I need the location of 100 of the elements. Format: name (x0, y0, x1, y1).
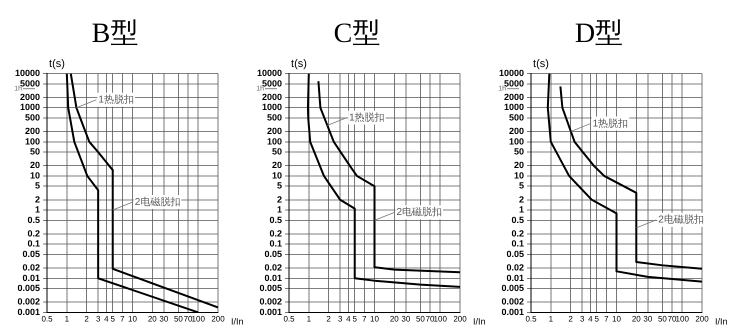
x-tick-label: 4 (104, 314, 110, 324)
x-tick-label: 50 (658, 314, 668, 324)
y-tick-label: 100 (508, 136, 524, 146)
x-tick-label: 200 (695, 314, 710, 324)
y-tick-label: 5000 (504, 78, 524, 88)
y-tick-label: 10 (272, 170, 282, 180)
y-tick-label: 0.002 (17, 296, 40, 307)
y-tick-label: 0.01 (264, 272, 282, 283)
y-tick-label: 0.005 (17, 283, 40, 294)
y-tick-label: 0.1 (512, 238, 524, 249)
y-tick-label: 0.001 (501, 306, 524, 317)
y-tick-label: 200 (508, 126, 524, 136)
y-tick-label: 0.05 (264, 248, 282, 259)
y-tick-label: 0.1 (28, 238, 40, 249)
y-axis-title: t(s) (291, 58, 307, 70)
y-tick-label: 0.5 (28, 214, 40, 225)
x-tick-label: 70 (184, 314, 194, 324)
y-tick-label: 2 (277, 194, 282, 204)
x-tick-label: 5 (110, 314, 116, 324)
x-tick-label: 3 (338, 314, 343, 324)
x-tick-label: 100 (192, 314, 206, 324)
chart-title: B型 (92, 18, 138, 50)
annotation: 2电磁脱扣 (658, 214, 704, 226)
x-tick-label: 4 (346, 314, 352, 324)
x-tick-label: 70 (668, 314, 678, 324)
x-tick-label: 30 (159, 314, 169, 324)
x-tick-label: 20 (632, 314, 642, 324)
x-axis-title: I/In (715, 316, 728, 326)
y-tick-label: 1000 (504, 102, 524, 112)
y-tick-label: 20 (30, 160, 40, 170)
y-tick-label: 50 (272, 146, 282, 157)
y-tick-label: 0.5 (512, 214, 524, 225)
x-tick-label: 0.5 (283, 314, 296, 324)
y-tick-label: 500 (24, 112, 40, 122)
y-tick-label: 20 (514, 160, 524, 170)
x-tick-label: 7 (120, 314, 126, 324)
x-tick-label: 10 (612, 314, 622, 324)
y-tick-label: 0.02 (506, 262, 524, 272)
x-tick-label: 50 (416, 314, 426, 324)
x-tick-label: 3 (96, 314, 101, 324)
x-tick-label: 3 (580, 314, 585, 324)
x-tick-label: 1 (64, 314, 70, 324)
y-tick-label: 1000 (20, 102, 40, 112)
y-tick-label: 100 (266, 136, 282, 146)
y-tick-label: 1 (519, 204, 524, 215)
y-tick-label: 0.1 (270, 238, 282, 249)
annotation: 2电磁脱扣 (396, 206, 442, 218)
y-tick-label: 2 (519, 194, 524, 204)
y-tick-label: 0.01 (22, 272, 40, 283)
y-tick-label: 0.2 (270, 228, 282, 238)
y-tick-label: 50 (514, 146, 524, 157)
y-tick-label: 0.02 (264, 262, 282, 272)
y-tick-label: 2000 (20, 92, 40, 102)
x-tick-label: 10 (128, 314, 138, 324)
x-tick-label: 50 (174, 314, 184, 324)
x-tick-label: 0.5 (525, 314, 538, 324)
y-tick-label: 0.05 (506, 248, 524, 259)
y-tick-label: 5 (277, 180, 282, 191)
y-tick-label: 0.05 (22, 248, 40, 259)
x-tick-label: 0.5 (41, 314, 54, 324)
y-tick-label: 0.02 (22, 262, 40, 272)
y-tick-label: 5 (519, 180, 524, 191)
annotation: 1热脱扣 (592, 117, 628, 130)
x-tick-label: 4 (588, 314, 594, 324)
x-tick-label: 100 (676, 314, 690, 324)
x-tick-label: 5 (352, 314, 358, 324)
y-tick-label: 0.005 (501, 283, 524, 294)
y-tick-label: 1000 (262, 102, 282, 112)
x-tick-label: 1 (548, 314, 554, 324)
y-tick-label: 1 (35, 204, 40, 215)
x-tick-label: 10 (370, 314, 380, 324)
x-tick-label: 5 (594, 314, 600, 324)
y-tick-label: 0.2 (28, 228, 40, 238)
x-axis-title: I/In (473, 316, 486, 326)
y-tick-label: 10 (514, 170, 524, 180)
x-tick-label: 70 (426, 314, 436, 324)
y-tick-label: 2 (35, 194, 40, 204)
y-tick-label: 10000 (256, 68, 282, 78)
y-tick-label: 10000 (498, 68, 524, 78)
x-tick-label: 200 (211, 314, 226, 324)
x-tick-label: 7 (604, 314, 610, 324)
y-tick-label: 200 (24, 126, 40, 136)
y-tick-label: 20 (272, 160, 282, 170)
y-tick-label: 0.01 (506, 272, 524, 283)
x-tick-label: 1 (306, 314, 312, 324)
annotation: 2电磁脱扣 (134, 196, 180, 208)
x-tick-label: 30 (643, 314, 653, 324)
y-tick-label: 200 (266, 126, 282, 136)
x-tick-label: 30 (401, 314, 411, 324)
annotation: 1热脱扣 (98, 93, 134, 106)
y-tick-label: 50 (30, 146, 40, 157)
y-tick-label: 0.5 (270, 214, 282, 225)
y-tick-label: 0.002 (259, 296, 282, 307)
y-tick-label: 0.001 (259, 306, 282, 317)
y-tick-label: 5000 (20, 78, 40, 88)
y-tick-label: 10 (30, 170, 40, 180)
y-tick-label: 2000 (262, 92, 282, 102)
y-tick-label: 2000 (504, 92, 524, 102)
y-tick-label: 0.001 (17, 306, 40, 317)
y-tick-label: 100 (24, 136, 40, 146)
